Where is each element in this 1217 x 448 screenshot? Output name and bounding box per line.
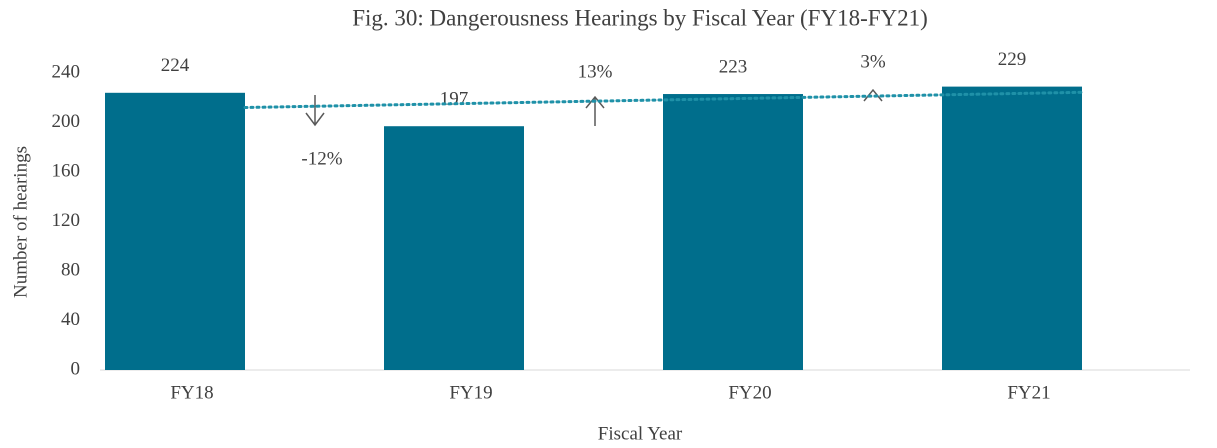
trendline bbox=[243, 90, 1084, 110]
x-tick-label: FY18 bbox=[170, 382, 213, 403]
x-tick-label: FY21 bbox=[1007, 382, 1050, 403]
annotation: -12% bbox=[301, 148, 342, 169]
bar bbox=[663, 94, 803, 370]
arrow-up bbox=[863, 88, 883, 102]
x-axis-title: Fiscal Year bbox=[598, 423, 683, 444]
data-label: 229 bbox=[998, 49, 1027, 70]
y-tick-label: 240 bbox=[52, 61, 81, 82]
data-label: 197 bbox=[440, 89, 469, 110]
x-tick-label: FY20 bbox=[728, 382, 771, 403]
data-label: 224 bbox=[161, 55, 190, 76]
annotation: 13% bbox=[578, 61, 613, 82]
y-tick-label: 80 bbox=[61, 259, 80, 280]
y-axis-title: Number of hearings bbox=[10, 146, 31, 298]
chart-title: Fig. 30: Dangerousness Hearings by Fisca… bbox=[352, 5, 928, 30]
y-tick-label: 160 bbox=[52, 160, 81, 181]
bar bbox=[105, 92, 245, 371]
arrow-down bbox=[305, 95, 325, 127]
x-tick-label: FY19 bbox=[449, 382, 492, 403]
y-tick-label: 0 bbox=[71, 358, 81, 379]
annotation: 3% bbox=[860, 51, 886, 72]
y-tick-label: 120 bbox=[52, 210, 81, 231]
bar bbox=[384, 126, 524, 371]
y-tick-label: 40 bbox=[61, 309, 80, 330]
bar bbox=[942, 86, 1082, 371]
data-label: 223 bbox=[719, 56, 748, 77]
y-tick-label: 200 bbox=[52, 111, 81, 132]
